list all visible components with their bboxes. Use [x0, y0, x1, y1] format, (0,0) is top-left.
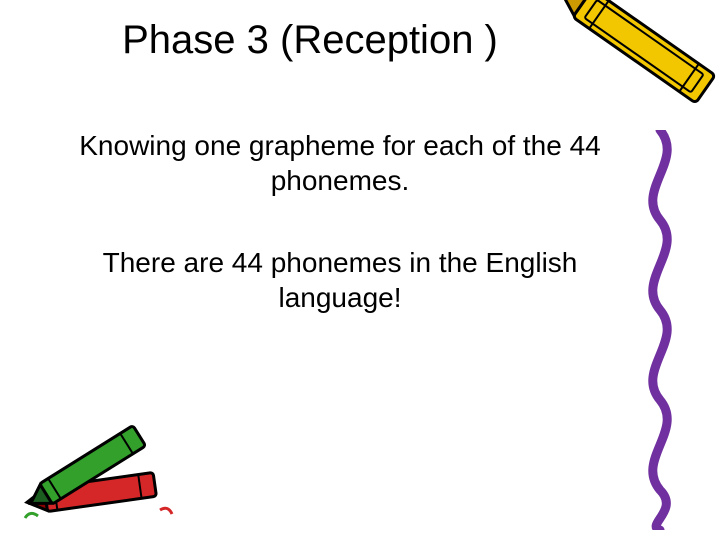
crayon-yellow-icon [530, 0, 720, 180]
slide: Phase 3 (Reception ) Knowing one graphem… [0, 0, 720, 540]
squiggle-icon [630, 130, 690, 530]
crayons-pile-icon [20, 410, 180, 530]
body-text-2: There are 44 phonemes in the English lan… [60, 245, 620, 315]
slide-title: Phase 3 (Reception ) [0, 18, 620, 63]
